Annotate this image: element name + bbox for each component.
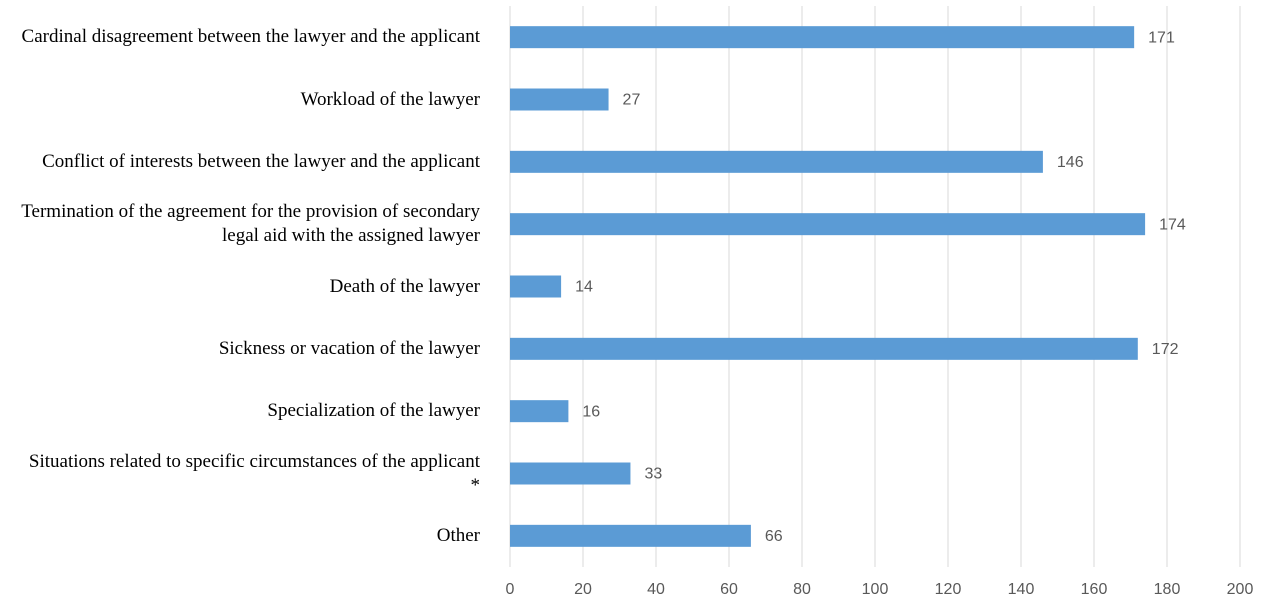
x-tick-label: 120 — [935, 581, 962, 598]
bar — [510, 524, 751, 547]
value-label: 33 — [644, 466, 662, 483]
category-label: Conflict of interests between the lawyer… — [42, 150, 480, 172]
x-tick-label: 20 — [574, 581, 592, 598]
value-label: 172 — [1152, 341, 1179, 358]
x-tick-label: 0 — [506, 581, 515, 598]
category-label: Cardinal disagreement between the lawyer… — [21, 26, 480, 48]
bar — [510, 400, 569, 423]
value-label: 146 — [1057, 154, 1084, 171]
x-tick-label: 100 — [862, 581, 889, 598]
value-label: 27 — [623, 92, 641, 109]
x-tick-label: 160 — [1081, 581, 1108, 598]
bar — [510, 213, 1146, 236]
x-tick-label: 40 — [647, 581, 665, 598]
category-label: Specialization of the lawyer — [267, 400, 480, 422]
x-tick-label: 140 — [1008, 581, 1035, 598]
value-label: 16 — [582, 403, 600, 420]
value-label: 171 — [1148, 29, 1175, 46]
x-tick-label: 80 — [793, 581, 811, 598]
category-label: Death of the lawyer — [329, 275, 480, 297]
category-label: Sickness or vacation of the lawyer — [218, 337, 480, 359]
x-tick-label: 60 — [720, 581, 738, 598]
bar — [510, 26, 1135, 49]
bar — [510, 275, 562, 298]
bar — [510, 88, 609, 111]
value-label: 66 — [765, 528, 783, 545]
x-tick-label: 180 — [1154, 581, 1181, 598]
value-label: 14 — [575, 279, 593, 296]
bar — [510, 150, 1043, 173]
value-label: 174 — [1159, 216, 1186, 233]
x-tick-label: 200 — [1227, 581, 1254, 598]
category-label: Other — [436, 524, 480, 546]
category-label: Termination of the agreement for the pro… — [21, 201, 480, 247]
bar — [510, 462, 631, 485]
category-label: Situations related to specific circumsta… — [28, 450, 480, 496]
category-label: Workload of the lawyer — [300, 88, 480, 110]
bar — [510, 337, 1138, 360]
